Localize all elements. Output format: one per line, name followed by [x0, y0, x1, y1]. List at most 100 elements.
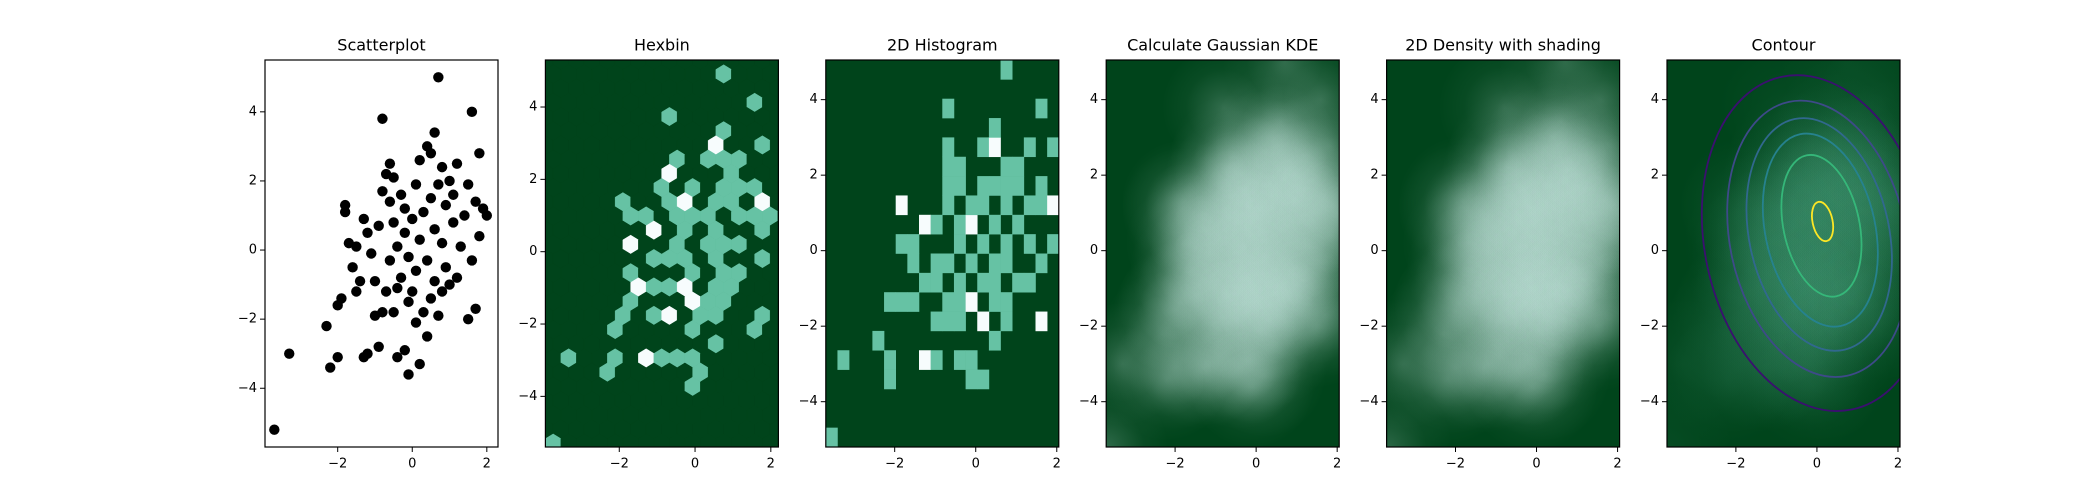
hist-cell [919, 214, 931, 235]
scatter-point [377, 186, 388, 197]
hex-cell [793, 93, 809, 112]
hist-cell [930, 311, 943, 332]
hist-cell [1023, 195, 1036, 216]
hist-cell [988, 292, 1001, 312]
scatter-point [384, 158, 396, 169]
hex-cell [793, 434, 809, 453]
scatter-point [418, 307, 429, 318]
scatter-point [388, 172, 399, 183]
x-tick-label: −2 [1726, 457, 1745, 472]
x-tick-label: 2 [1053, 457, 1061, 472]
contour-line [1726, 99, 1900, 378]
scatter-point [481, 210, 493, 221]
hist-cell [953, 292, 966, 312]
hist-cell [907, 234, 920, 254]
hex-cell [777, 182, 779, 194]
x-tick-label: 2 [1613, 457, 1621, 472]
hex-cell [793, 65, 809, 84]
plot-area [1106, 60, 1340, 447]
hist-cell [977, 176, 990, 196]
density-kernel [1299, 174, 1340, 251]
hist-cell [953, 234, 966, 254]
y-tick-label: 2 [1370, 168, 1378, 183]
scatter-point [399, 345, 410, 356]
hist-cell [1012, 176, 1025, 196]
hist-cell [977, 234, 990, 254]
scatter-point [369, 275, 381, 287]
hex-cell [545, 60, 554, 70]
y-tick-label: 4 [1370, 92, 1378, 107]
hist-cell [1000, 292, 1013, 312]
hex-cell [786, 107, 802, 126]
scatter-point [418, 206, 429, 218]
scatter-point [410, 265, 422, 276]
hist-cell [942, 156, 955, 177]
scatter-point [470, 196, 481, 207]
y-tick-label: 4 [249, 104, 257, 119]
plot-area [825, 60, 1059, 447]
scatter-point [474, 231, 485, 242]
y-tick-label: 0 [529, 244, 537, 259]
scatter-point [392, 241, 403, 252]
hist-cell [988, 330, 1001, 351]
hex-cell [777, 438, 779, 447]
scatter-point [377, 307, 388, 318]
hist-cell [977, 369, 990, 390]
hex-cell [584, 448, 600, 467]
axes-frame [825, 59, 1060, 448]
scatter-point [459, 210, 470, 221]
scatter-point [351, 241, 362, 252]
hex-cell [777, 97, 779, 108]
x-tick-label: −2 [610, 457, 629, 472]
panel: Hexbin −2 0 2 −4 −2 0 2 4 [518, 36, 809, 472]
hist-cell [837, 350, 850, 370]
hist-cell [988, 272, 1001, 293]
chart-title: 2D Histogram [887, 36, 998, 55]
hex-cell [777, 68, 779, 80]
scatter-point [448, 189, 459, 200]
scatter-point [321, 320, 332, 332]
scatter-point [462, 179, 474, 190]
y-tick-label: 0 [1090, 243, 1098, 258]
x-tick-label: 2 [1333, 457, 1341, 472]
hist-cell [884, 350, 896, 370]
hist-cell [895, 195, 908, 216]
scatter-point [332, 351, 343, 363]
y-tick-label: −2 [1079, 319, 1098, 334]
hist-cell [942, 292, 955, 312]
scatter-point [474, 148, 485, 159]
scatter-point [399, 203, 410, 214]
y-tick-label: 0 [1370, 243, 1378, 258]
hex-cell [793, 292, 809, 311]
y-tick-label: 0 [249, 243, 257, 258]
scatter-point [425, 193, 437, 204]
hist-cell [953, 350, 966, 370]
density-kernel [1557, 286, 1620, 367]
hist-cell [988, 137, 1001, 158]
hist-cell [988, 214, 1001, 235]
hex-cell [777, 296, 779, 307]
scatter-point [410, 317, 422, 328]
hist-cell [1047, 195, 1059, 216]
axes-frame [264, 59, 499, 448]
axes-frame [1105, 59, 1340, 448]
hex-cell [631, 448, 647, 467]
hex-cell [777, 239, 779, 250]
hist-cell [1012, 156, 1025, 177]
hex-cell [793, 235, 809, 254]
hist-cell [953, 311, 966, 332]
scatter-point [429, 275, 440, 287]
hist-cell [895, 234, 908, 254]
density-kernel [1291, 106, 1340, 183]
hist-cell [907, 292, 920, 312]
hex-cell [777, 267, 779, 279]
scatter-point [377, 113, 388, 124]
y-tick-label: 0 [810, 243, 818, 258]
hist-cell [1000, 311, 1013, 332]
scatter-point [414, 234, 425, 245]
scatter-point [325, 362, 336, 373]
hex-cell [777, 352, 779, 364]
scatter-point [414, 155, 425, 166]
scatter-point [362, 227, 373, 238]
hex-cell [777, 381, 779, 392]
